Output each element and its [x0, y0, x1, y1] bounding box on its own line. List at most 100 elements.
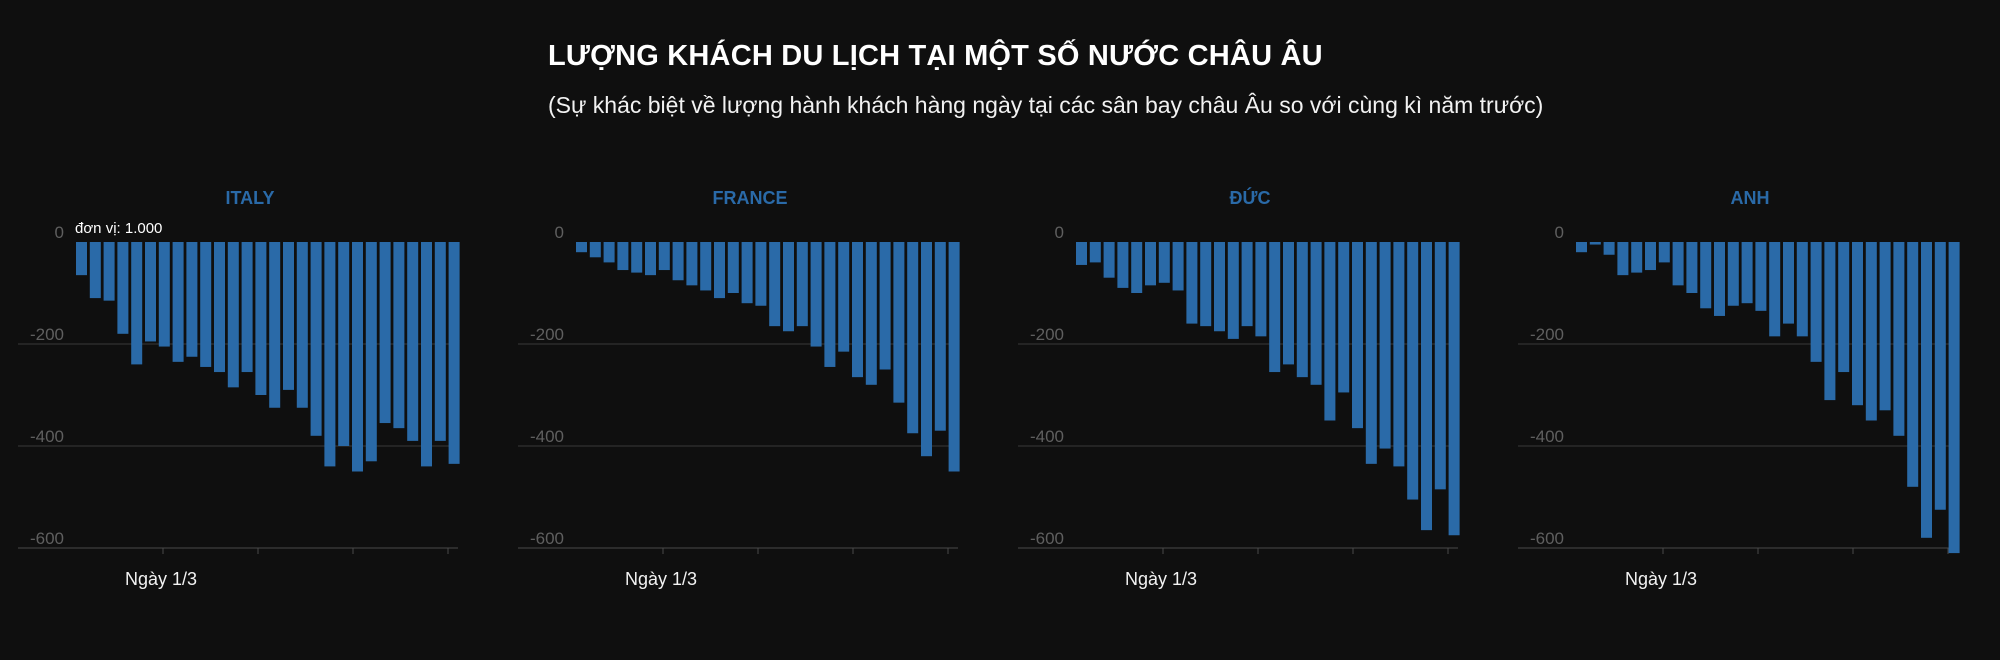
panel-1-bar — [448, 242, 460, 464]
panel-2-bar — [852, 242, 863, 378]
panel-4-bar — [1783, 242, 1794, 324]
panel-2-y-tick-label: -400 — [530, 427, 564, 446]
panel-4-y-tick-label: -200 — [1530, 325, 1564, 344]
panel-2-bar — [879, 242, 891, 370]
panel-3-bar — [1352, 242, 1363, 429]
panel-4-bar — [1576, 242, 1587, 253]
panel-4-bar — [1589, 242, 1601, 245]
panel-4-bar — [1796, 242, 1808, 337]
panel-4-x-tick-label: Ngày 1/3 — [1625, 569, 1697, 589]
panel-1-bar — [158, 242, 170, 347]
panel-4-bar — [1893, 242, 1905, 436]
panel-1-bar — [131, 242, 143, 365]
panel-1-bar — [379, 242, 391, 424]
panel-3-bar — [1379, 242, 1391, 449]
panel-4-bar — [1769, 242, 1781, 337]
panel-1-bar — [338, 242, 350, 446]
panel-4-bar — [1658, 242, 1670, 263]
panel-3-bar — [1255, 242, 1267, 337]
panel-1-unit-note: đơn vị: 1.000 — [75, 220, 162, 237]
panel-1-y-tick-label: -200 — [30, 325, 64, 344]
panel-4-bar — [1631, 242, 1643, 273]
panel-2-y-tick-label: -200 — [530, 325, 564, 344]
panel-3-bar — [1338, 242, 1350, 393]
panel-3-bar — [1117, 242, 1129, 288]
panel-2-bar — [714, 242, 725, 299]
panel-2-bar — [769, 242, 781, 327]
panel-1-x-tick-label: Ngày 1/3 — [125, 569, 197, 589]
panel-3-bar — [1283, 242, 1294, 365]
panel-3-bar — [1227, 242, 1239, 339]
panel-3-bar — [1172, 242, 1184, 291]
panel-3-bar — [1407, 242, 1419, 500]
panel-1-bar — [365, 242, 377, 462]
panel-3-y-tick-label: -200 — [1030, 325, 1064, 344]
panel-4-bar — [1810, 242, 1822, 362]
panel-2-x-tick-label: Ngày 1/3 — [625, 569, 697, 589]
panel-3-bar — [1131, 242, 1143, 293]
panel-1-bar — [76, 242, 87, 276]
panel-2-bar — [921, 242, 932, 457]
panel-1-bar — [117, 242, 129, 334]
panel-4-title: ANH — [1731, 188, 1770, 208]
panel-3-bar — [1269, 242, 1281, 373]
panel-1-bar — [296, 242, 308, 408]
panel-4-bar — [1617, 242, 1629, 276]
panel-3-bar — [1421, 242, 1432, 531]
panel-3-y-tick-label: 0 — [1055, 223, 1064, 242]
panel-4-y-tick-label: -600 — [1530, 529, 1564, 548]
panel-2-bar — [907, 242, 919, 434]
panel-3-bar — [1076, 242, 1087, 265]
panel-1-bar — [186, 242, 198, 357]
panel-4-bar — [1686, 242, 1698, 293]
panel-4-bar — [1865, 242, 1877, 421]
panel-2-bar — [934, 242, 946, 431]
panel-2-bar — [865, 242, 877, 385]
panel-1-bar — [269, 242, 281, 408]
panel-2-bar — [838, 242, 850, 352]
panel-2-bar — [603, 242, 615, 263]
panel-4-bar — [1741, 242, 1753, 304]
chart-subtitle: (Sự khác biệt về lượng hành khách hàng n… — [548, 92, 1544, 118]
panel-2-bar — [727, 242, 739, 293]
panel-4-bar — [1852, 242, 1863, 406]
panel-2-bar — [810, 242, 822, 347]
panel-1-bar — [324, 242, 336, 467]
panel-4-bar — [1714, 242, 1725, 316]
panel-2-title: FRANCE — [713, 188, 788, 208]
panel-2-bar — [700, 242, 712, 291]
panel-3-bar — [1393, 242, 1405, 467]
panel-4-bar — [1645, 242, 1656, 271]
panel-4-bar — [1879, 242, 1891, 411]
panel-3-bar — [1214, 242, 1225, 332]
panel-4-bar — [1672, 242, 1684, 286]
panel-4-bar — [1700, 242, 1712, 309]
panel-3-title: ĐỨC — [1230, 187, 1271, 208]
panel-1-bar — [434, 242, 446, 441]
panel-1-bar — [103, 242, 115, 301]
panel-3-bar — [1103, 242, 1115, 278]
panel-2-bar — [589, 242, 601, 258]
panel-3-bar — [1296, 242, 1308, 378]
panel-2-bar — [755, 242, 767, 306]
panel-3-bar — [1365, 242, 1377, 464]
panel-1-bar — [407, 242, 419, 441]
panel-2-bar — [893, 242, 905, 403]
panel-2-bar — [576, 242, 587, 253]
panel-3-y-tick-label: -400 — [1030, 427, 1064, 446]
panel-2-y-tick-label: 0 — [555, 223, 564, 242]
panel-3-x-tick-label: Ngày 1/3 — [1125, 569, 1197, 589]
panel-2-bar — [672, 242, 684, 281]
panel-3-bar — [1089, 242, 1101, 263]
panel-2-bar — [617, 242, 629, 271]
panel-4-y-tick-label: 0 — [1555, 223, 1564, 242]
panel-3-bar — [1324, 242, 1336, 421]
panel-1-bar — [310, 242, 322, 436]
panel-3-bar — [1158, 242, 1170, 283]
panel-3-bar — [1145, 242, 1156, 286]
panel-4-bar — [1948, 242, 1960, 554]
panel-1-y-tick-label: -400 — [30, 427, 64, 446]
chart-title: LƯỢNG KHÁCH DU LỊCH TẠI MỘT SỐ NƯỚC CHÂU… — [548, 40, 1323, 72]
panel-3-y-tick-label: -600 — [1030, 529, 1064, 548]
